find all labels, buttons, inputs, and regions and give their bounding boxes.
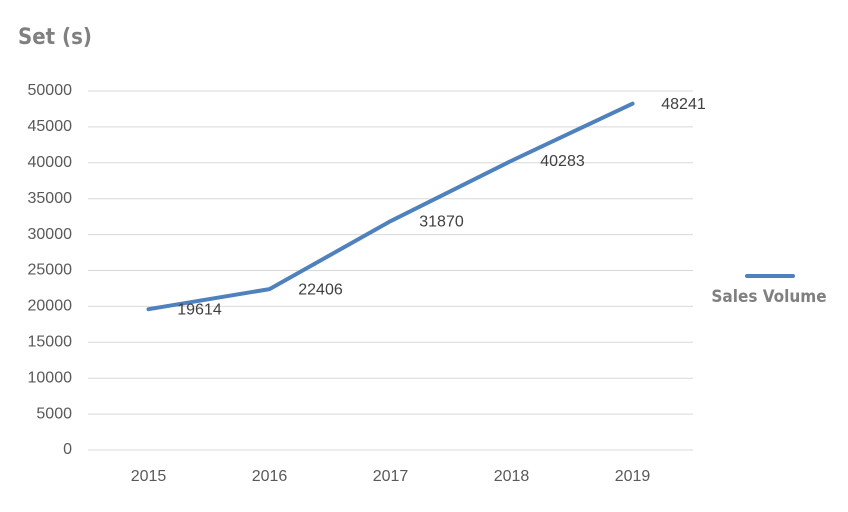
x-tick-label: 2018: [494, 468, 530, 485]
data-line: [146, 101, 635, 312]
y-tick-label: 20000: [28, 298, 73, 315]
y-tick-label: 30000: [28, 226, 73, 243]
y-tick-label: 50000: [28, 82, 73, 99]
data-label: 40283: [540, 153, 585, 170]
y-tick-label: 45000: [28, 118, 73, 135]
y-tick-label: 35000: [28, 190, 73, 207]
y-tick-label: 5000: [36, 405, 72, 422]
y-tick-label: 15000: [28, 334, 73, 351]
y-tick-label: 40000: [28, 154, 73, 171]
data-label: 48241: [661, 96, 706, 113]
y-tick-label: 10000: [28, 369, 73, 386]
data-label: 19614: [177, 301, 222, 318]
x-tick-label: 2017: [373, 468, 409, 485]
data-label: 31870: [419, 213, 464, 230]
x-tick-label: 2015: [131, 468, 167, 485]
legend-label: Sales Volume: [711, 287, 826, 307]
data-label: 22406: [298, 281, 343, 298]
y-tick-label: 25000: [28, 262, 73, 279]
x-tick-label: 2016: [252, 468, 288, 485]
chart-title: Set (s): [18, 25, 92, 50]
x-tick-label: 2019: [615, 468, 651, 485]
y-tick-label: 0: [63, 441, 72, 458]
